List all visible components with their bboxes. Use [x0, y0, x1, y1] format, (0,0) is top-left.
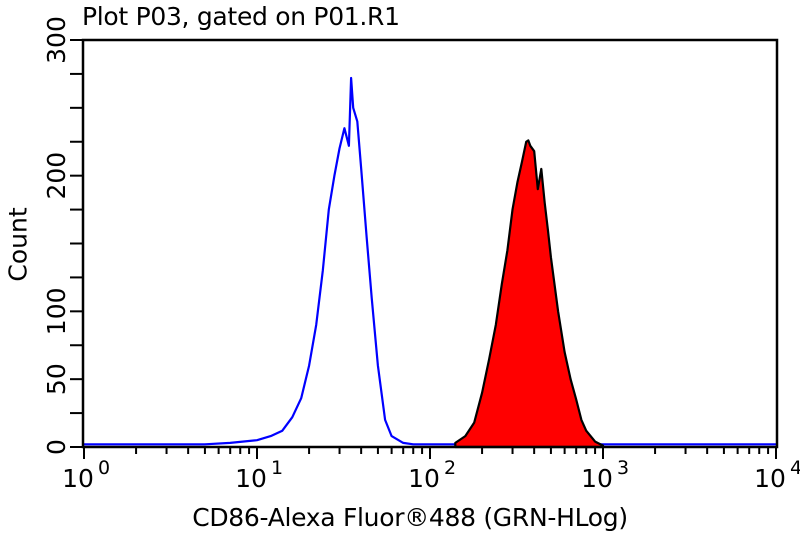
cd86-histogram-filled: [454, 139, 605, 449]
chart-title: Plot P03, gated on P01.R1: [82, 2, 400, 31]
svg-text:50: 50: [42, 363, 71, 395]
y-axis-label: Count: [3, 207, 33, 282]
svg-text:100: 100: [42, 287, 71, 335]
svg-text:10: 10: [235, 464, 267, 493]
svg-text:10: 10: [581, 464, 613, 493]
svg-text:0: 0: [98, 457, 110, 479]
plot-frame: [81, 38, 779, 449]
svg-text:0: 0: [42, 439, 71, 455]
y-axis-ticks: 0 50 100 200 300: [42, 16, 84, 455]
x-axis-label: CD86-Alexa Fluor®488 (GRN-HLog): [192, 503, 628, 532]
svg-text:1: 1: [271, 457, 283, 479]
svg-text:3: 3: [617, 457, 629, 479]
svg-text:2: 2: [444, 457, 456, 479]
svg-text:300: 300: [42, 16, 71, 64]
svg-text:10: 10: [754, 464, 786, 493]
svg-text:200: 200: [42, 152, 71, 200]
svg-text:4: 4: [790, 457, 800, 479]
x-axis-ticks: 10 0 10 1 10 2 10 3 10 4: [62, 447, 800, 493]
isotype-histogram-line: [84, 76, 776, 446]
svg-text:10: 10: [408, 464, 440, 493]
svg-text:10: 10: [62, 464, 94, 493]
